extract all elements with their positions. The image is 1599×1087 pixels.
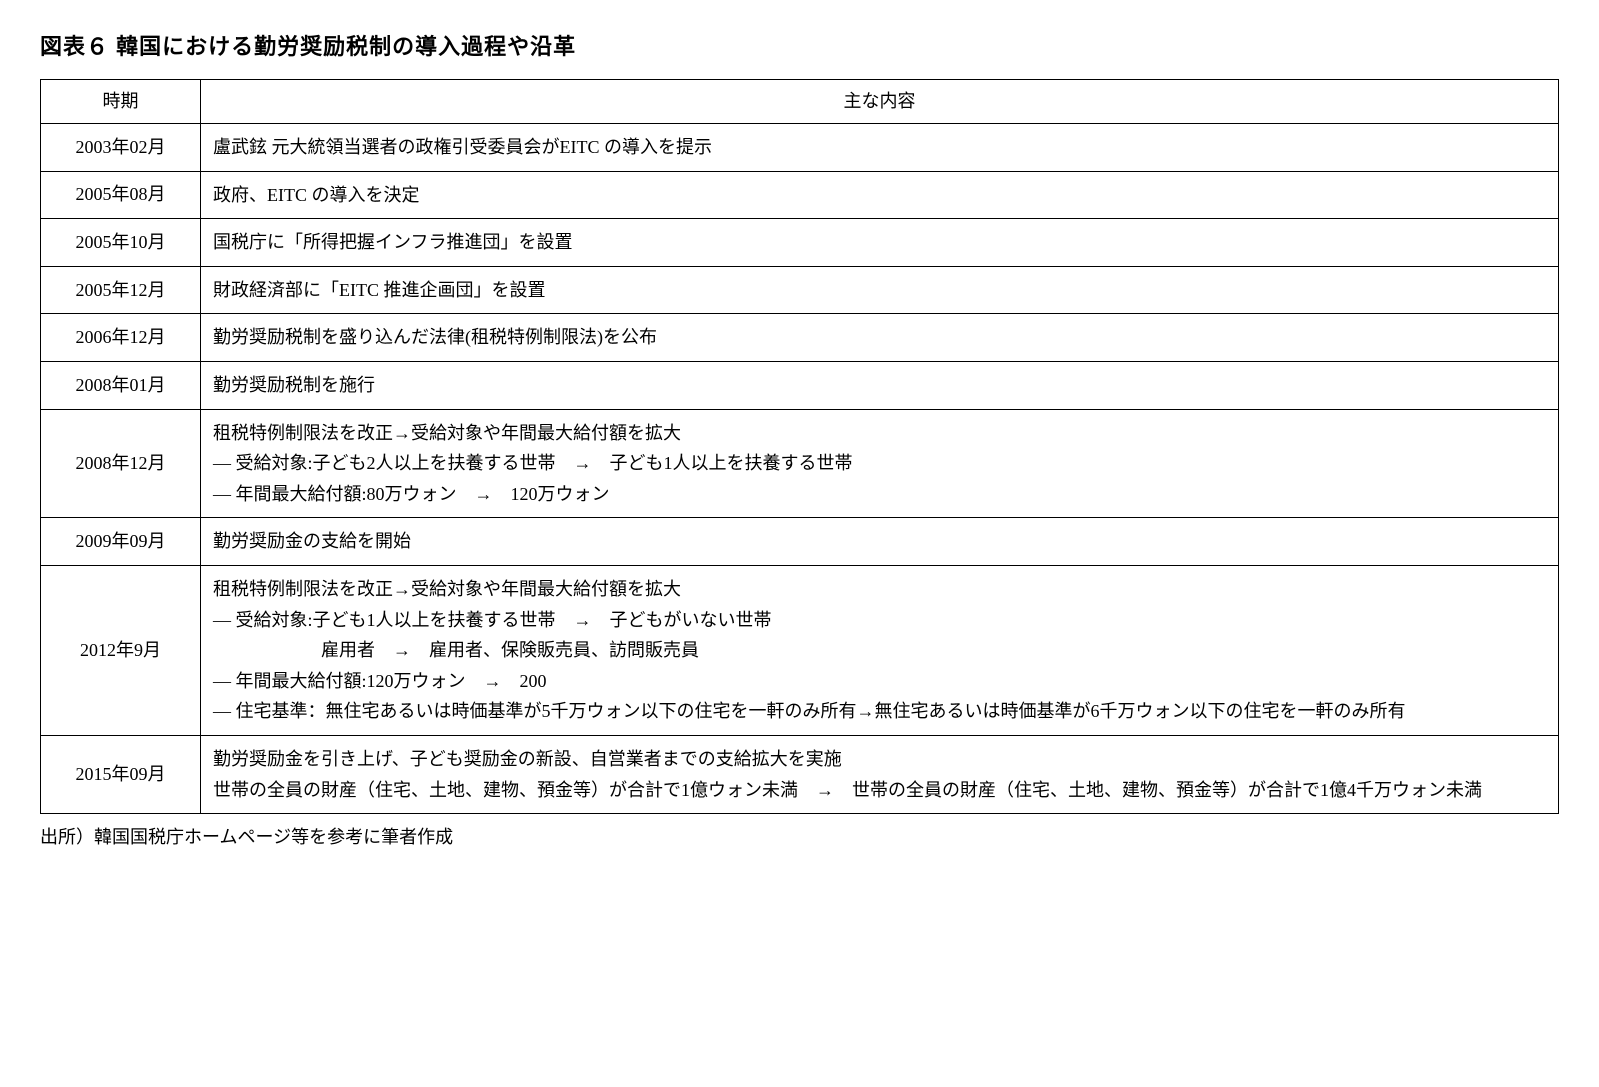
cell-period: 2005年10月	[41, 219, 201, 267]
table-row: 2003年02月盧武鉉 元大統領当選者の政権引受委員会がEITC の導入を提示	[41, 124, 1559, 172]
cell-period: 2012年9月	[41, 565, 201, 735]
cell-content: 国税庁に「所得把握インフラ推進団」を設置	[201, 219, 1559, 267]
table-row: 2005年08月政府、EITC の導入を決定	[41, 171, 1559, 219]
table-row: 2012年9月租税特例制限法を改正→受給対象や年間最大給付額を拡大 ― 受給対象…	[41, 565, 1559, 735]
history-table: 時期 主な内容 2003年02月盧武鉉 元大統領当選者の政権引受委員会がEITC…	[40, 79, 1559, 814]
table-row: 2008年01月勤労奨励税制を施行	[41, 361, 1559, 409]
table-row: 2005年10月国税庁に「所得把握インフラ推進団」を設置	[41, 219, 1559, 267]
cell-period: 2003年02月	[41, 124, 201, 172]
table-row: 2006年12月勤労奨励税制を盛り込んだ法律(租税特例制限法)を公布	[41, 314, 1559, 362]
cell-content: 勤労奨励税制を盛り込んだ法律(租税特例制限法)を公布	[201, 314, 1559, 362]
col-header-content: 主な内容	[201, 80, 1559, 124]
table-row: 2009年09月勤労奨励金の支給を開始	[41, 518, 1559, 566]
source-note: 出所）韓国国税庁ホームページ等を参考に筆者作成	[40, 824, 1559, 851]
cell-content: 政府、EITC の導入を決定	[201, 171, 1559, 219]
table-header-row: 時期 主な内容	[41, 80, 1559, 124]
table-row: 2008年12月租税特例制限法を改正→受給対象や年間最大給付額を拡大 ― 受給対…	[41, 409, 1559, 518]
col-header-period: 時期	[41, 80, 201, 124]
table-row: 2005年12月財政経済部に「EITC 推進企画団」を設置	[41, 266, 1559, 314]
cell-content: 勤労奨励金の支給を開始	[201, 518, 1559, 566]
cell-period: 2009年09月	[41, 518, 201, 566]
table-row: 2015年09月勤労奨励金を引き上げ、子ども奨励金の新設、自営業者までの支給拡大…	[41, 735, 1559, 813]
cell-content: 財政経済部に「EITC 推進企画団」を設置	[201, 266, 1559, 314]
cell-period: 2005年12月	[41, 266, 201, 314]
cell-period: 2015年09月	[41, 735, 201, 813]
cell-period: 2005年08月	[41, 171, 201, 219]
cell-content: 租税特例制限法を改正→受給対象や年間最大給付額を拡大 ― 受給対象:子ども2人以…	[201, 409, 1559, 518]
cell-period: 2008年12月	[41, 409, 201, 518]
figure-title: 図表６ 韓国における勤労奨励税制の導入過程や沿革	[40, 30, 1559, 63]
cell-content: 勤労奨励金を引き上げ、子ども奨励金の新設、自営業者までの支給拡大を実施 世帯の全…	[201, 735, 1559, 813]
cell-content: 勤労奨励税制を施行	[201, 361, 1559, 409]
cell-period: 2008年01月	[41, 361, 201, 409]
cell-period: 2006年12月	[41, 314, 201, 362]
cell-content: 租税特例制限法を改正→受給対象や年間最大給付額を拡大 ― 受給対象:子ども1人以…	[201, 565, 1559, 735]
cell-content: 盧武鉉 元大統領当選者の政権引受委員会がEITC の導入を提示	[201, 124, 1559, 172]
